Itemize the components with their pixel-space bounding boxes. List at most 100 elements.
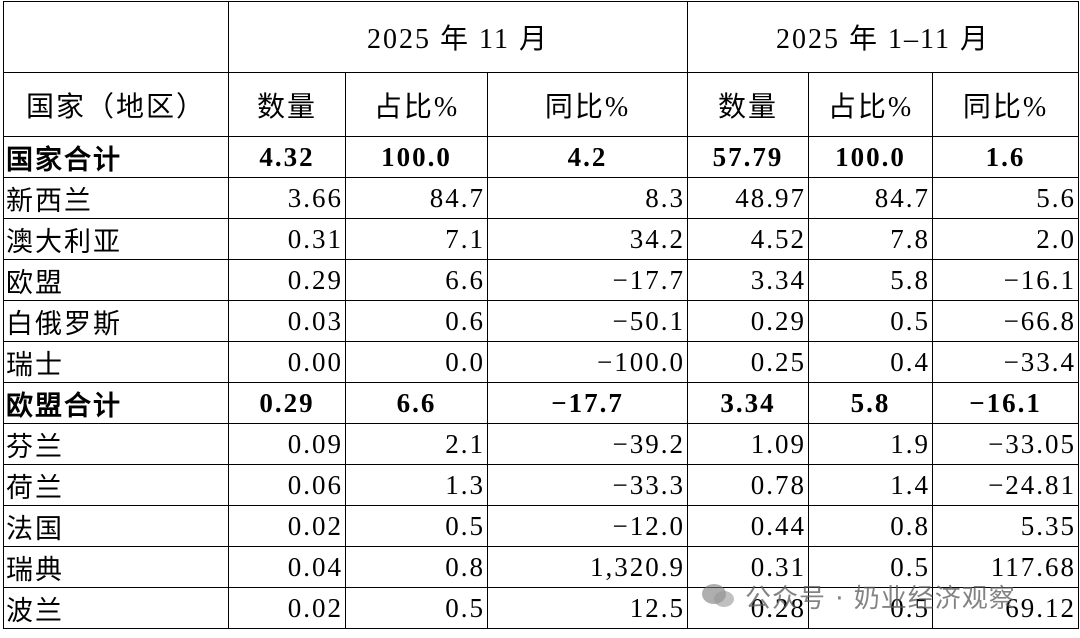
value-cell: 84.7	[345, 177, 488, 219]
value-cell: 0.5	[808, 546, 934, 588]
value-cell: 0.8	[808, 505, 934, 547]
header-row: 2025 年 11 月 2025 年 1–11 月	[3, 1, 1080, 73]
value-cell: −39.2	[486, 423, 689, 465]
country-cell: 荷兰	[3, 464, 229, 506]
column-header: 数量	[228, 72, 346, 137]
value-cell: 6.6	[345, 382, 488, 424]
table-row: 澳大利亚 0.31 7.1 34.2 4.52 7.8 2.0	[3, 218, 1080, 260]
country-cell: 新西兰	[3, 177, 229, 219]
value-cell: 0.29	[687, 300, 810, 342]
value-cell: 2.0	[932, 218, 1080, 260]
value-cell: 0.0	[345, 341, 488, 383]
value-cell: 3.34	[687, 382, 810, 424]
value-cell: 100.0	[808, 136, 934, 178]
value-cell: 1.6	[932, 136, 1080, 178]
value-cell: 1.4	[808, 464, 934, 506]
column-header: 占比%	[345, 72, 488, 137]
value-cell: 5.6	[932, 177, 1080, 219]
value-cell: 4.2	[486, 136, 689, 178]
value-cell: 4.52	[687, 218, 810, 260]
table-row: 欧盟 0.29 6.6 −17.7 3.34 5.8 −16.1	[3, 259, 1080, 301]
country-cell: 瑞典	[3, 546, 229, 588]
value-cell: −50.1	[486, 300, 689, 342]
value-cell: 0.09	[228, 423, 346, 465]
value-cell: 0.5	[345, 587, 488, 629]
value-cell: 12.5	[486, 587, 689, 629]
value-cell: −17.7	[486, 382, 689, 424]
value-cell: 1.3	[345, 464, 488, 506]
value-cell: 5.8	[808, 259, 934, 301]
value-cell: 0.78	[687, 464, 810, 506]
value-cell: 0.02	[228, 505, 346, 547]
value-cell: 0.02	[228, 587, 346, 629]
value-cell: 3.34	[687, 259, 810, 301]
value-cell: −66.8	[932, 300, 1080, 342]
table-row: 芬兰 0.09 2.1 −39.2 1.09 1.9 −33.05	[3, 423, 1080, 465]
column-header: 数量	[687, 72, 810, 137]
value-cell: −16.1	[932, 382, 1080, 424]
period-header: 2025 年 11 月	[227, 1, 689, 73]
value-cell: 1,320.9	[486, 546, 689, 588]
value-cell: 8.3	[486, 177, 689, 219]
country-cell: 欧盟	[3, 259, 229, 301]
country-cell: 国家合计	[3, 136, 229, 178]
column-header: 国家（地区）	[3, 72, 229, 137]
value-cell: −17.7	[486, 259, 689, 301]
value-cell: 0.44	[687, 505, 810, 547]
value-cell: 0.29	[228, 259, 346, 301]
watermark-icon	[702, 584, 734, 607]
value-cell: 0.25	[687, 341, 810, 383]
value-cell: 0.06	[228, 464, 346, 506]
column-header: 同比%	[486, 72, 689, 137]
table-row: 荷兰 0.06 1.3 −33.3 0.78 1.4 −24.81	[3, 464, 1080, 506]
value-cell: −33.4	[932, 341, 1080, 383]
value-cell: 48.97	[687, 177, 810, 219]
value-cell: −33.3	[486, 464, 689, 506]
value-cell: 5.35	[932, 505, 1080, 547]
value-cell: 0.4	[808, 341, 934, 383]
value-cell: 2.1	[345, 423, 488, 465]
value-cell: 1.09	[687, 423, 810, 465]
value-cell: 84.7	[808, 177, 934, 219]
value-cell: −12.0	[486, 505, 689, 547]
value-cell: 69.12	[932, 587, 1080, 629]
value-cell: 0.29	[228, 382, 346, 424]
header-row: 国家（地区） 数量 占比% 同比% 数量 占比% 同比%	[3, 72, 1080, 137]
value-cell: 0.31	[228, 218, 346, 260]
value-cell: 0.6	[345, 300, 488, 342]
country-cell: 波兰	[3, 587, 229, 629]
value-cell: 0.5	[808, 587, 934, 629]
value-cell: 7.1	[345, 218, 488, 260]
value-cell: 0.04	[228, 546, 346, 588]
table-row: 波兰 0.02 0.5 12.5 0.28 0.5 69.12	[3, 587, 1080, 629]
value-cell: 6.6	[345, 259, 488, 301]
table-row: 新西兰 3.66 84.7 8.3 48.97 84.7 5.6	[3, 177, 1080, 219]
value-cell: 7.8	[808, 218, 934, 260]
country-cell: 欧盟合计	[3, 382, 229, 424]
value-cell: −100.0	[486, 341, 689, 383]
watermark: 公众号 · 奶业经济观察	[745, 584, 1016, 614]
value-cell: 100.0	[345, 136, 488, 178]
table-row: 国家合计 4.32 100.0 4.2 57.79 100.0 1.6	[3, 136, 1080, 178]
table-row: 瑞士 0.00 0.0 −100.0 0.25 0.4 −33.4	[3, 341, 1080, 383]
value-cell: 0.8	[345, 546, 488, 588]
value-cell: 0.5	[808, 300, 934, 342]
country-cell: 法国	[3, 505, 229, 547]
table-row: 法国 0.02 0.5 −12.0 0.44 0.8 5.35	[3, 505, 1080, 547]
value-cell: 1.9	[808, 423, 934, 465]
country-cell: 瑞士	[3, 341, 229, 383]
value-cell: −33.05	[932, 423, 1080, 465]
value-cell: 4.32	[228, 136, 346, 178]
table-row: 白俄罗斯 0.03 0.6 −50.1 0.29 0.5 −66.8	[3, 300, 1080, 342]
country-cell: 白俄罗斯	[3, 300, 229, 342]
value-cell: −16.1	[932, 259, 1080, 301]
value-cell: 3.66	[228, 177, 346, 219]
table-row: 欧盟合计 0.29 6.6 −17.7 3.34 5.8 −16.1	[3, 382, 1080, 424]
value-cell: 5.8	[808, 382, 934, 424]
value-cell: 0.5	[345, 505, 488, 547]
value-cell: 0.03	[228, 300, 346, 342]
country-cell: 芬兰	[3, 423, 229, 465]
value-cell: 34.2	[486, 218, 689, 260]
value-cell: −24.81	[932, 464, 1080, 506]
